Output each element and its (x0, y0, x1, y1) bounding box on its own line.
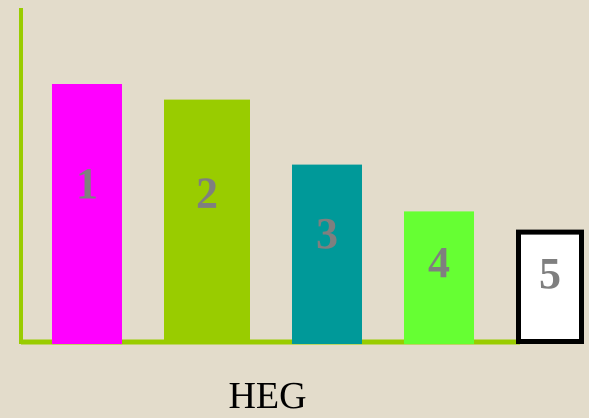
bar-label-2: 2 (196, 168, 218, 217)
bar-label-3: 3 (316, 209, 338, 258)
x-axis-label: HEG (228, 375, 307, 417)
bar-label-1: 1 (76, 159, 98, 208)
bar-labels-group: 1 2 3 4 5 (76, 159, 561, 298)
bar-5 (516, 229, 584, 345)
bar-1 (52, 84, 122, 344)
bar-2 (164, 99, 250, 344)
bar-3 (292, 164, 362, 344)
bars-group (52, 84, 584, 345)
bar-label-4: 4 (428, 238, 450, 287)
bar-4 (404, 211, 474, 344)
bar-label-5: 5 (539, 249, 561, 298)
